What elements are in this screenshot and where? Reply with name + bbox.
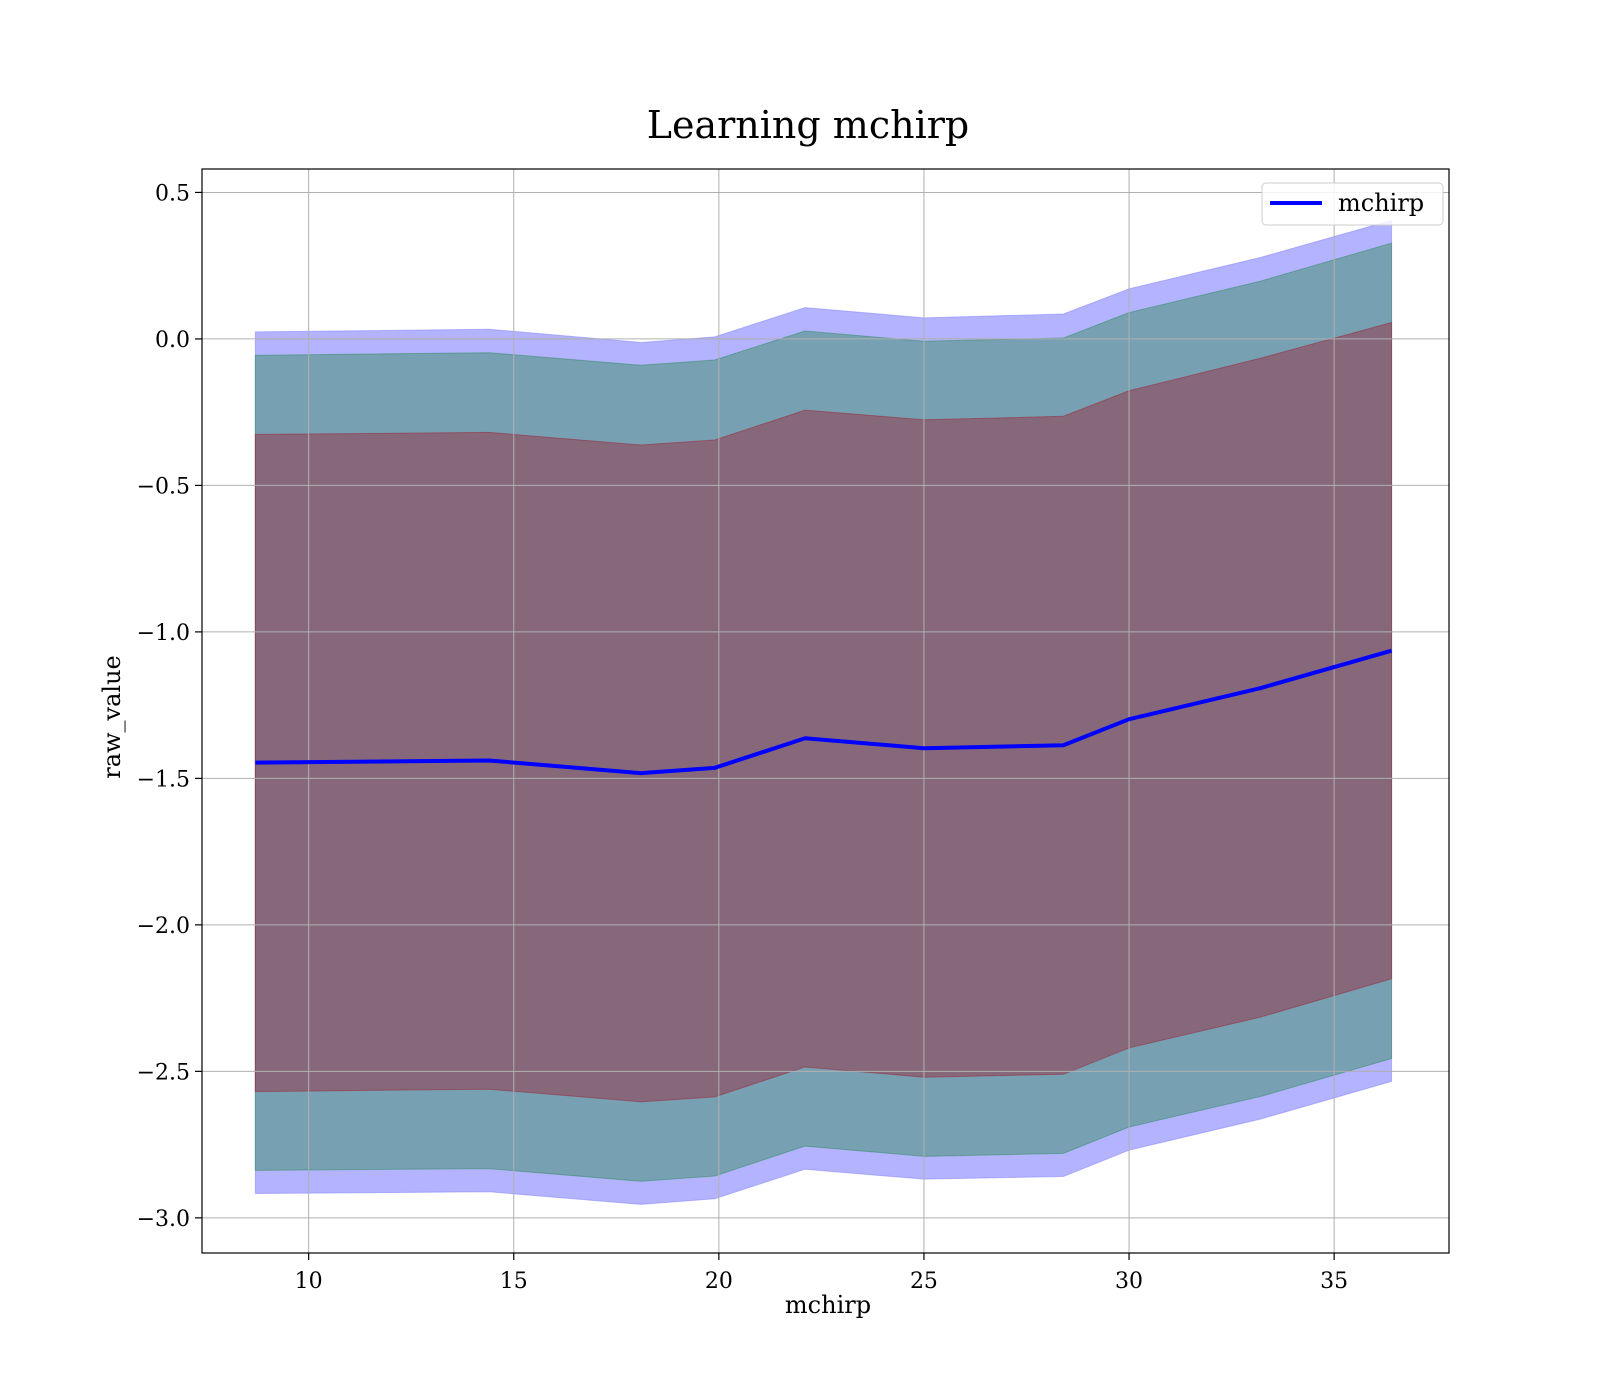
y-axis-label: raw_value (98, 655, 126, 779)
legend-label: mchirp (1338, 189, 1424, 217)
y-tick-label: −1.5 (137, 767, 190, 792)
plot-frame (201, 168, 1450, 1254)
confidence-band-3 (254, 321, 1393, 1103)
x-tick-label: 15 (500, 1269, 528, 1294)
x-tick-label: 35 (1320, 1269, 1348, 1294)
series-line-mchirp (255, 648, 1393, 776)
x-axis-label: mchirp (785, 1291, 871, 1319)
legend: mchirp (1261, 182, 1444, 226)
confidence-band-2 (254, 242, 1393, 1182)
x-axis-ticks: 10 15 20 25 30 35 (295, 1253, 1348, 1294)
y-axis-ticks: 0.5 0.0 −0.5 −1.0 −1.5 −2.0 −2.5 −3.0 (137, 181, 202, 1232)
y-tick-label: −3.0 (137, 1207, 190, 1232)
x-tick-label: 25 (910, 1269, 938, 1294)
y-tick-label: 0.0 (155, 328, 190, 353)
series-lines (255, 648, 1393, 776)
confidence-band-1 (254, 219, 1393, 1205)
y-tick-label: 0.5 (155, 181, 190, 206)
y-tick-label: −2.5 (137, 1060, 190, 1085)
y-tick-label: −0.5 (137, 474, 190, 499)
chart-title: Learning mchirp (647, 103, 969, 147)
x-tick-label: 30 (1115, 1269, 1143, 1294)
x-tick-label: 20 (705, 1269, 733, 1294)
confidence-bands (254, 219, 1393, 1205)
grid-lines (202, 169, 1449, 1253)
legend-box (1261, 182, 1444, 226)
x-tick-label: 10 (295, 1269, 323, 1294)
y-tick-label: −1.0 (137, 621, 190, 646)
y-tick-label: −2.0 (137, 914, 190, 939)
